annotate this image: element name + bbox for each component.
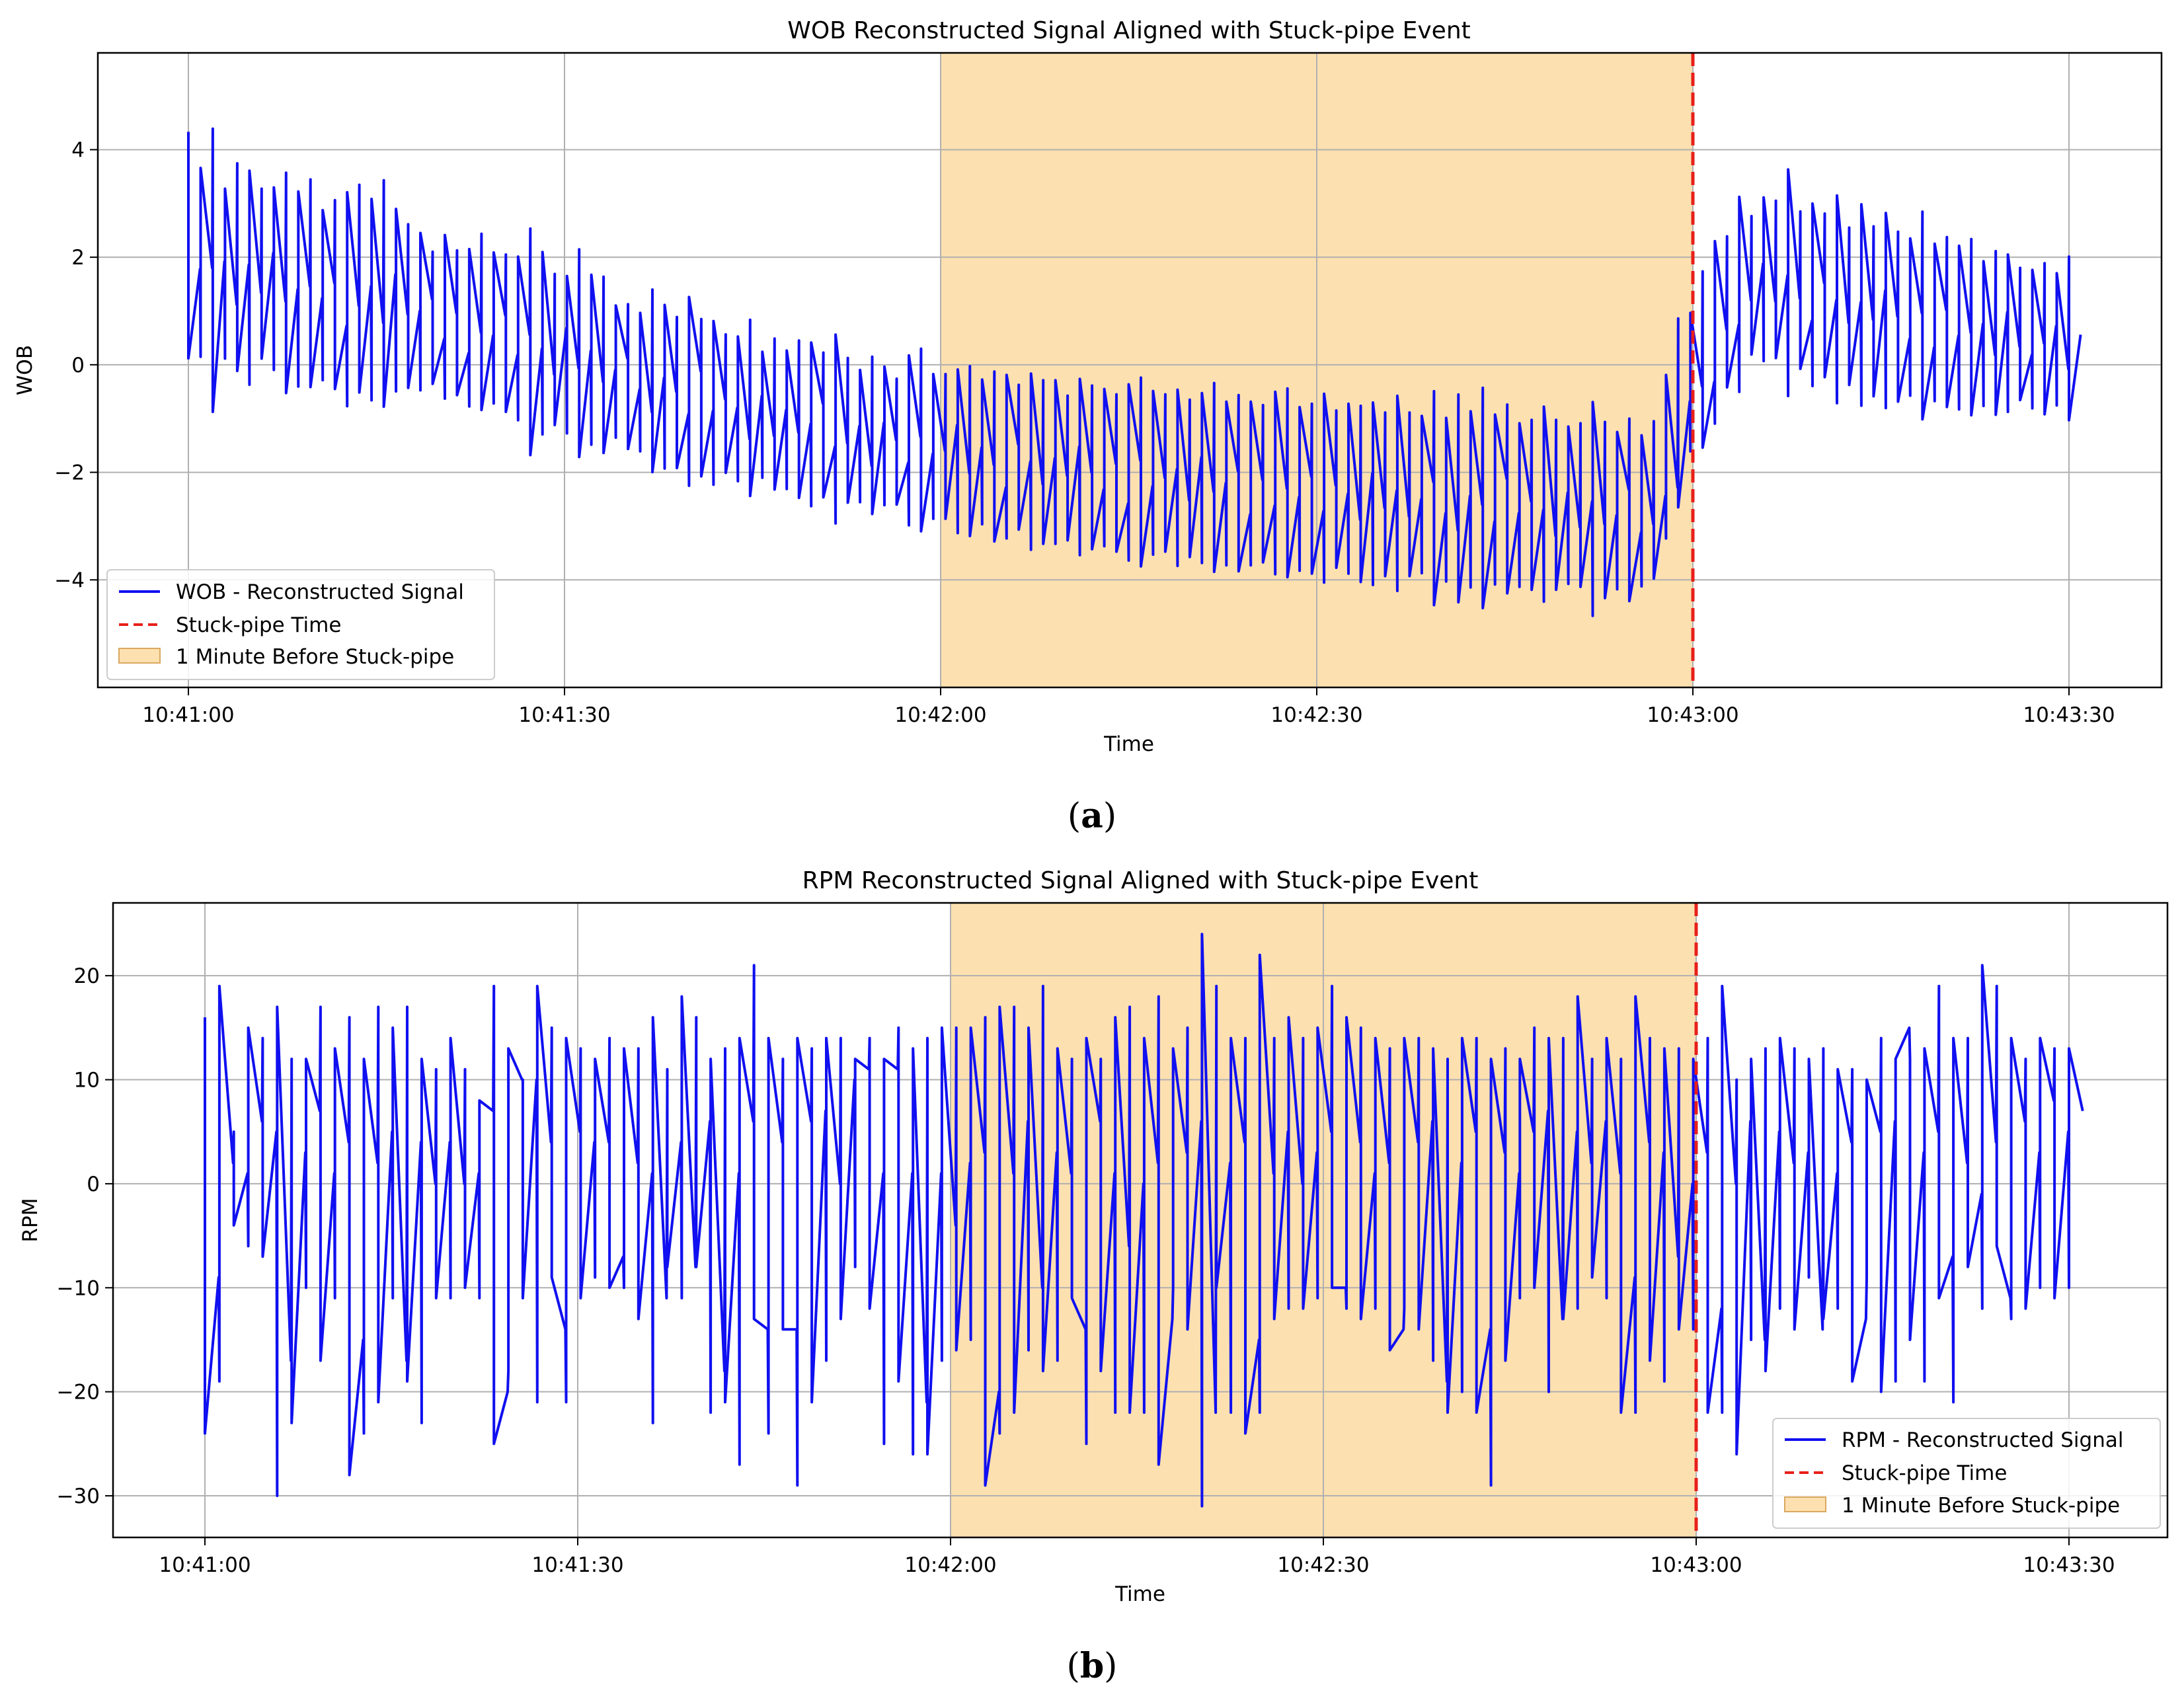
y-tick-label: 2 — [71, 246, 85, 270]
series-wob — [187, 127, 2082, 617]
x-tick-label: 10:42:30 — [1270, 703, 1362, 727]
series-line — [204, 933, 2084, 1508]
legend-swatch-shade-b — [1784, 1496, 1826, 1512]
y-tick-label: −20 — [57, 1381, 100, 1405]
x-tick-label: 10:43:30 — [2023, 1553, 2115, 1577]
legend-label-rpm: RPM - Reconstructed Signal — [1842, 1428, 2123, 1452]
chart-title-a: WOB Reconstructed Signal Aligned with St… — [787, 17, 1471, 44]
x-tick-labels-a: 10:41:00 10:41:30 10:42:00 10:42:30 10:43:00… — [142, 687, 2115, 727]
caption-letter-b: b — [1080, 1646, 1104, 1686]
plot-frame-a — [97, 52, 2163, 689]
legend-label-stuck-b: Stuck-pipe Time — [1842, 1461, 2007, 1485]
x-axis-label-a: Time — [1103, 732, 1154, 756]
series-rpm — [204, 933, 2084, 1508]
chart-panel-a: WOB Reconstructed Signal Aligned with St… — [13, 17, 2163, 836]
y-tick-label: 20 — [74, 964, 100, 988]
legend-a: WOB - Reconstructed Signal Stuck-pipe Ti… — [106, 569, 495, 680]
x-tick-label: 10:41:30 — [518, 703, 610, 727]
y-tick-label: −10 — [57, 1276, 100, 1300]
legend-box-b — [1772, 1418, 2161, 1529]
x-tick-label: 10:41:30 — [531, 1553, 623, 1577]
legend-box-a — [106, 569, 495, 680]
caption-b: (b) — [1067, 1646, 1118, 1686]
y-tick-label: −4 — [54, 568, 85, 592]
y-axis-label-a: WOB — [13, 345, 37, 395]
y-tick-labels-b: −30 −20 −10 0 10 20 — [57, 964, 113, 1508]
y-tick-label: 4 — [71, 138, 85, 162]
x-tick-label: 10:43:30 — [2023, 703, 2115, 727]
series-line — [187, 127, 2082, 617]
chart-panel-b: RPM Reconstructed Signal Aligned with St… — [19, 867, 2169, 1686]
x-tick-label: 10:41:00 — [159, 1553, 251, 1577]
x-axis-label-b: Time — [1114, 1582, 1165, 1606]
legend-label-shade-a: 1 Minute Before Stuck-pipe — [176, 645, 454, 669]
y-tick-label: −30 — [57, 1485, 100, 1508]
legend-label-shade-b: 1 Minute Before Stuck-pipe — [1842, 1494, 2120, 1518]
chart-title-b: RPM Reconstructed Signal Aligned with St… — [802, 867, 1479, 894]
y-tick-label: 0 — [87, 1173, 100, 1196]
x-tick-label: 10:42:00 — [894, 703, 986, 727]
legend-swatch-shade-a — [118, 648, 161, 664]
x-tick-label: 10:42:30 — [1277, 1553, 1369, 1577]
y-tick-label: 10 — [74, 1069, 100, 1093]
legend-label-wob: WOB - Reconstructed Signal — [176, 580, 464, 604]
y-tick-label: 0 — [71, 354, 85, 377]
legend-label-stuck-a: Stuck-pipe Time — [176, 613, 341, 637]
x-tick-labels-b: 10:41:00 10:41:30 10:42:00 10:42:30 10:43:00… — [159, 1537, 2115, 1577]
plot-frame-b — [112, 902, 2169, 1539]
y-axis-label-b: RPM — [19, 1198, 42, 1243]
legend-b: RPM - Reconstructed Signal Stuck-pipe Ti… — [1772, 1418, 2161, 1529]
caption-a: (a) — [1068, 796, 1116, 836]
y-tick-labels-a: −4 −2 0 2 4 — [54, 138, 98, 592]
grid-y-a — [98, 149, 2162, 581]
caption-letter-a: a — [1081, 796, 1103, 836]
x-tick-label: 10:42:00 — [904, 1553, 996, 1577]
y-tick-label: −2 — [54, 461, 85, 485]
x-tick-label: 10:43:00 — [1650, 1553, 1742, 1577]
x-tick-label: 10:43:00 — [1647, 703, 1738, 727]
x-tick-label: 10:41:00 — [142, 703, 234, 727]
